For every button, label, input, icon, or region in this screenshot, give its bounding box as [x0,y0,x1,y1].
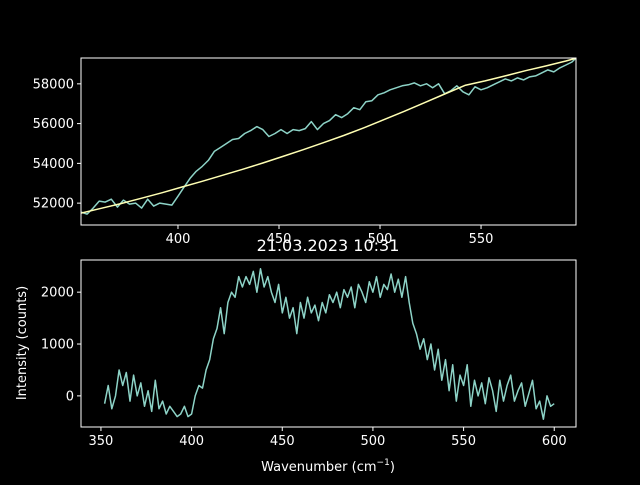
xlabel-main: Wavenumber (cm [261,460,376,475]
bottom-xtick-label: 400 [179,434,204,449]
bottom-xtick-label: 500 [361,434,386,449]
bottom-ytick-label: 0 [66,389,74,404]
top-ytick-label: 52000 [33,197,74,212]
top-series-2-line [81,58,576,214]
top-ytick-label: 54000 [33,157,74,172]
bottom-xtick-label: 600 [542,434,567,449]
bottom-plot-panel: 350 400 450 500 550 600 0 1000 2000 21.03.2023 1… [15,236,577,475]
bottom-xtick-label: 550 [451,434,476,449]
top-xtick-label: 500 [368,232,393,247]
bottom-plot-ylabel: Intensity (counts) [15,286,30,400]
top-xtick-label: 450 [267,232,292,247]
bottom-plot-xlabel: Wavenumber (cm−1) [261,458,395,475]
top-ytick-label: 58000 [33,77,74,92]
top-xtick-label: 550 [469,232,494,247]
top-plot-panel: 400 450 500 550 52000 54000 56000 58000 [33,57,577,247]
top-ytick-label: 56000 [33,117,74,132]
top-series-1-line [81,58,576,215]
bottom-ytick-label: 1000 [41,338,74,353]
bottom-plot-title: 21.03.2023 10:31 [257,236,400,255]
top-xtick-label: 400 [166,232,191,247]
bottom-ytick-label: 2000 [41,286,74,301]
top-plot-frame [80,57,577,226]
bottom-series-1-line [103,268,555,420]
bottom-xtick-label: 350 [89,434,114,449]
bottom-plot-frame [80,259,577,428]
xlabel-suffix: ) [390,460,395,475]
xlabel-superscript: −1 [377,458,390,468]
bottom-xtick-label: 450 [270,434,295,449]
